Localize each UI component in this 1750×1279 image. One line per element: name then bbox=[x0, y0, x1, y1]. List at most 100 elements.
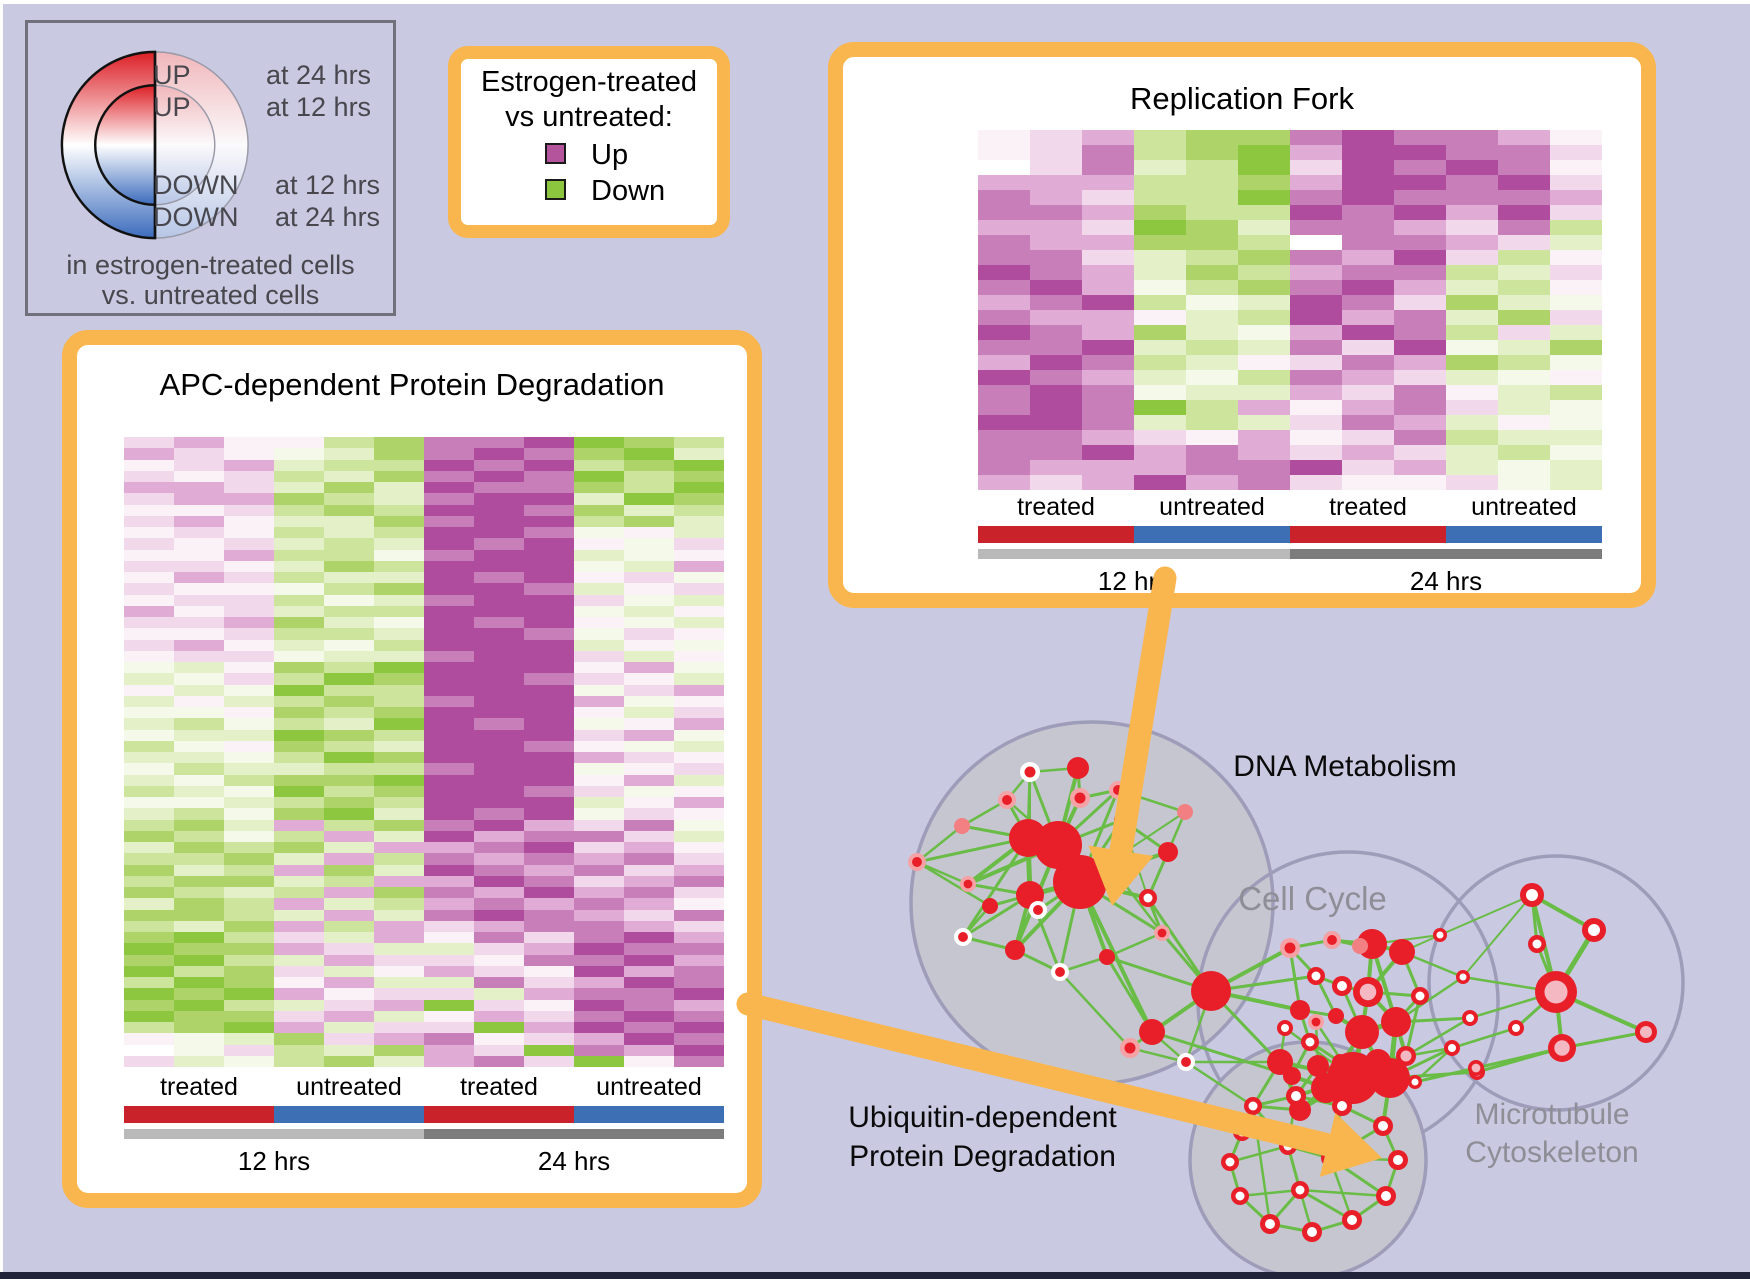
heatmap-cell bbox=[1134, 220, 1186, 235]
heatmap-cell bbox=[1030, 415, 1082, 430]
heatmap-cell bbox=[1290, 145, 1342, 160]
heatmap-cell bbox=[624, 470, 674, 482]
network-edge bbox=[1388, 1054, 1408, 1080]
heatmap-row bbox=[978, 145, 1602, 160]
heatmap-cell bbox=[1550, 385, 1602, 400]
heatmap-cell bbox=[474, 617, 524, 629]
ring-time-24-outer: at 24 hrs bbox=[266, 60, 372, 90]
heatmap-cell bbox=[574, 988, 624, 1000]
heatmap-cell bbox=[474, 808, 524, 820]
heatmap-cell bbox=[124, 493, 174, 505]
network-edge bbox=[1078, 880, 1164, 935]
network-node-core bbox=[1526, 889, 1538, 901]
network-edge bbox=[1316, 1064, 1344, 1108]
heatmap-cell bbox=[674, 932, 724, 944]
ring-caption-line2: vs. untreated cells bbox=[101, 280, 320, 310]
heatmap-cell bbox=[224, 729, 274, 741]
heatmap-cell bbox=[174, 470, 224, 482]
heatmap-cell bbox=[174, 549, 224, 561]
heatmap-cell bbox=[574, 965, 624, 977]
heatmap-cell bbox=[1134, 280, 1186, 295]
heatmap-cell bbox=[124, 999, 174, 1011]
network-edge bbox=[1328, 1156, 1388, 1198]
heatmap-cell bbox=[174, 943, 224, 955]
network-edge bbox=[1025, 835, 1061, 848]
heatmap-cell bbox=[674, 594, 724, 606]
network-edge bbox=[1160, 931, 1213, 993]
network-edge bbox=[1120, 818, 1170, 854]
heatmap-cell bbox=[174, 752, 224, 764]
network-edge bbox=[1078, 880, 1154, 1034]
heatmap-cell bbox=[474, 527, 524, 539]
heatmap-cell bbox=[174, 684, 224, 696]
heatmap-row bbox=[978, 130, 1602, 145]
heatmap-cell bbox=[574, 763, 624, 775]
network-edge bbox=[1366, 990, 1398, 1024]
heatmap-cell bbox=[1134, 205, 1186, 220]
heatmap-cell bbox=[474, 628, 524, 640]
heatmap-cell bbox=[224, 808, 274, 820]
heatmap-cell bbox=[1134, 460, 1186, 475]
heatmap-cell bbox=[574, 842, 624, 854]
heatmap-cell bbox=[424, 583, 474, 595]
network-edge bbox=[966, 843, 1060, 886]
network-edge bbox=[1298, 1188, 1388, 1198]
heatmap-cell bbox=[324, 875, 374, 887]
heatmap-cell bbox=[574, 639, 624, 651]
heatmap-cell bbox=[1342, 325, 1394, 340]
heatmap-cell bbox=[624, 898, 674, 910]
time-bar-12hrs bbox=[978, 549, 1290, 559]
heatmap-row bbox=[124, 920, 724, 932]
heatmap-cell bbox=[674, 617, 724, 629]
heatmap-cell bbox=[174, 504, 224, 516]
heatmap-row bbox=[978, 250, 1602, 265]
heatmap-cell bbox=[1342, 310, 1394, 325]
heatmap-cell bbox=[1134, 295, 1186, 310]
heatmap-cell bbox=[1082, 385, 1134, 400]
heatmap-cell bbox=[274, 684, 324, 696]
heatmap-cell bbox=[274, 718, 324, 730]
heatmap-cell bbox=[224, 437, 274, 449]
heatmap-cell bbox=[574, 605, 624, 617]
heatmap-row bbox=[978, 265, 1602, 280]
heatmap-cell bbox=[978, 235, 1030, 250]
microtubule-label-line1: Microtubule bbox=[1474, 1098, 1630, 1131]
heatmap-cell bbox=[1446, 415, 1498, 430]
heatmap-cell bbox=[374, 605, 424, 617]
network-edge bbox=[1288, 946, 1302, 1012]
heatmap-cell bbox=[574, 549, 624, 561]
heatmap-cell bbox=[124, 594, 174, 606]
heatmap-cell bbox=[1238, 160, 1290, 175]
heatmap-cell bbox=[224, 515, 274, 527]
heatmap-cell bbox=[624, 808, 674, 820]
network-edge bbox=[1251, 1104, 1290, 1148]
heatmap-cell bbox=[624, 954, 674, 966]
network-node bbox=[1535, 971, 1577, 1013]
heatmap-cell bbox=[1394, 325, 1446, 340]
heatmap-cell bbox=[274, 695, 324, 707]
heatmap-cell bbox=[324, 605, 374, 617]
heatmap-cell bbox=[978, 250, 1030, 265]
heatmap-cell bbox=[1186, 205, 1238, 220]
network-edge bbox=[1387, 1019, 1399, 1081]
heatmap-cell bbox=[124, 482, 174, 494]
heatmap-cell bbox=[1394, 280, 1446, 295]
rf-time-labels: 12 hrs 24 hrs bbox=[978, 559, 1602, 597]
heatmap-cell bbox=[1186, 235, 1238, 250]
heatmap-cell bbox=[374, 965, 424, 977]
heatmap-cell bbox=[1186, 310, 1238, 325]
heatmap-cell bbox=[524, 1022, 574, 1034]
network-edge bbox=[1228, 1130, 1244, 1164]
group-label: treated bbox=[1329, 493, 1407, 521]
network-node bbox=[1099, 949, 1115, 965]
heatmap-cell bbox=[224, 965, 274, 977]
heatmap-cell bbox=[1498, 445, 1550, 460]
heatmap-cell bbox=[624, 718, 674, 730]
network-edge bbox=[1027, 879, 1083, 898]
heatmap-cell bbox=[1290, 265, 1342, 280]
heatmap-cell bbox=[274, 797, 324, 809]
heatmap-cell bbox=[224, 662, 274, 674]
heatmap-cell bbox=[1082, 445, 1134, 460]
heatmap-cell bbox=[1394, 475, 1446, 490]
heatmap-cell bbox=[1134, 250, 1186, 265]
